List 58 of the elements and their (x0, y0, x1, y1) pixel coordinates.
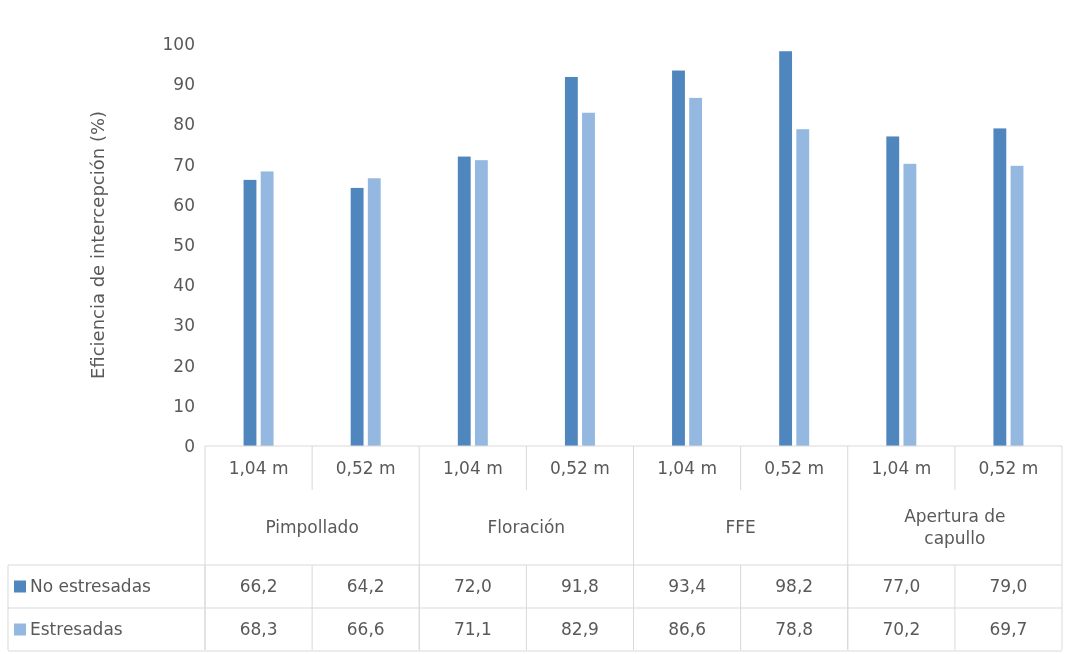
text: Floración (487, 517, 566, 538)
data-label: 78,8 (775, 619, 814, 640)
x-tick-label: 0,52 m (764, 457, 825, 478)
y-tick-label: 50 (173, 234, 195, 255)
y-tick-label: 40 (173, 275, 195, 296)
legend-label: No estresadas (30, 576, 152, 597)
bar (796, 129, 810, 446)
bar (886, 136, 900, 446)
y-tick-label: 10 (173, 395, 195, 416)
data-label: 79,0 (989, 576, 1028, 597)
legend-label: Estresadas (30, 619, 123, 640)
data-label: 72,0 (453, 576, 492, 597)
text: Pimpollado (265, 517, 359, 538)
bar (564, 76, 578, 446)
x-tick-label: 0,52 m (550, 457, 610, 478)
data-label: 77,0 (882, 576, 921, 597)
bar (367, 178, 381, 446)
bar (672, 70, 685, 446)
x-tick-label: 0,52 m (978, 457, 1039, 478)
x-tick-label: 1,04 m (442, 457, 503, 478)
y-tick-label: 20 (173, 355, 195, 376)
x-tick-label: 0,52 m (335, 457, 396, 478)
bar (1010, 165, 1024, 446)
data-label: 93,4 (668, 576, 706, 597)
text: Apertura de capullo (904, 506, 1006, 549)
data-label: 70,2 (882, 619, 921, 640)
data-label: 66,6 (346, 619, 385, 640)
bar (243, 179, 257, 446)
bar (474, 160, 488, 446)
text: FFE (725, 517, 756, 538)
y-tick-label: 60 (173, 194, 195, 215)
y-tick-label: 30 (173, 315, 195, 336)
bar (903, 163, 917, 446)
x-tick-label: 1,04 m (657, 457, 717, 478)
bar (993, 128, 1007, 446)
data-label: 71,1 (453, 619, 492, 640)
data-label: 82,9 (561, 619, 599, 640)
bar (457, 156, 471, 446)
bar (260, 171, 274, 446)
bar (689, 97, 703, 446)
bar (350, 187, 364, 446)
y-tick-label: 90 (173, 74, 195, 95)
data-label: 68,3 (239, 619, 278, 640)
data-label: 66,2 (239, 576, 278, 597)
x-tick-label: 1,04 m (228, 457, 289, 478)
y-tick-label: 0 (184, 435, 195, 456)
y-tick-label: 80 (173, 114, 195, 135)
y-axis-title: Eficiencia de intercepción (%) (87, 110, 108, 380)
bar (582, 112, 595, 446)
data-label: 98,2 (775, 576, 814, 597)
y-tick-label: 70 (173, 154, 195, 175)
data-label: 91,8 (561, 576, 599, 597)
data-label: 86,6 (668, 619, 706, 640)
data-label: 64,2 (346, 576, 385, 597)
data-label: 69,7 (989, 619, 1028, 640)
x-tick-label: 1,04 m (871, 457, 932, 478)
bar (779, 51, 793, 446)
y-tick-label: 100 (162, 33, 195, 54)
